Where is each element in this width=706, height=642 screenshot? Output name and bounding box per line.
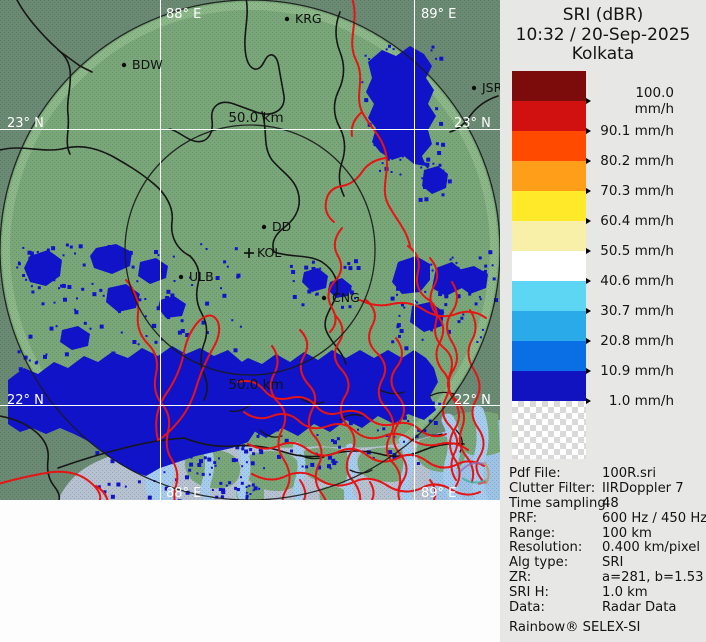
- legend-arrow-icon: [586, 128, 591, 134]
- legend-label: 1.0 mm/h: [586, 392, 674, 410]
- place-dot-icon: [321, 295, 327, 301]
- grid-coordinate-label: 23° N: [454, 116, 491, 131]
- legend-band: [512, 161, 586, 191]
- place-dot-icon: [261, 224, 267, 230]
- legend-colorbar: [512, 71, 586, 459]
- grid-coordinate-label: 88° E: [166, 7, 201, 22]
- place-dot-icon: [121, 62, 127, 68]
- place-dot-icon: [471, 85, 477, 91]
- legend-band: [512, 311, 586, 341]
- place-label: ULB: [189, 269, 214, 284]
- legend-arrow-icon: [586, 158, 591, 164]
- legend-band: [512, 281, 586, 311]
- legend-arrow-icon: [586, 218, 591, 224]
- place-label: CNG: [332, 290, 360, 305]
- info-panel: SRI (dBR) 10:32 / 20-Sep-2025 Kolkata 10…: [500, 0, 706, 642]
- range-ring-label: 50.0 km: [228, 377, 283, 393]
- legend-label: 10.9 mm/h: [586, 362, 674, 380]
- cyclone-logo-icon: [459, 461, 490, 485]
- legend-arrow-icon: [586, 248, 591, 254]
- legend-arrow-icon: [586, 278, 591, 284]
- legend-band: [512, 341, 586, 371]
- place-label: KRG: [295, 11, 322, 26]
- legend-label: 60.4 mm/h: [586, 212, 674, 230]
- legend-label: 70.3 mm/h: [586, 182, 674, 200]
- place-dot-icon: [178, 274, 184, 280]
- legend-arrow-icon: [586, 398, 591, 404]
- grid-coordinate-label: 22° N: [454, 393, 491, 408]
- product-datetime: 10:32 / 20-Sep-2025: [515, 24, 691, 45]
- legend-band: [512, 191, 586, 221]
- metadata-row: Alg type: SRI: [509, 555, 624, 571]
- metadata-row: Clutter Filter: IIRDoppler 7: [509, 480, 684, 496]
- title-block: SRI (dBR) 10:32 / 20-Sep-2025 Kolkata: [500, 5, 706, 65]
- metadata-row: Resolution: 0.400 km/pixel: [509, 540, 701, 556]
- radar-map-canvas: 88° E 89° E 23° N 23° N 22° N 22° N 88° E 89° E…: [0, 0, 500, 500]
- legend-label: 100.0 mm/h: [586, 85, 674, 117]
- legend-arrow-icon: [586, 338, 591, 344]
- metadata-row: Time sampling:48: [509, 495, 619, 511]
- legend-label: 50.5 mm/h: [586, 242, 674, 260]
- grid-coordinate-label: 88° E: [166, 486, 201, 500]
- legend-label: 30.7 mm/h: [586, 302, 674, 320]
- grid-coordinate-label: 22° N: [7, 393, 44, 408]
- legend-label: 90.1 mm/h: [586, 122, 674, 140]
- map-labels: 88° E 89° E 23° N 23° N 22° N 22° N 88° E 89° E…: [7, 7, 500, 500]
- legend-band-transparent: [512, 401, 586, 459]
- legend-arrow-icon: [586, 98, 591, 104]
- metadata-row: SRI H: 1.0 km: [509, 585, 648, 601]
- legend-label: 20.8 mm/h: [586, 332, 674, 350]
- legend-label: 40.6 mm/h: [586, 272, 674, 290]
- metadata-row: ZR: a=281, b=1.53: [509, 570, 704, 586]
- range-rings: [0, 0, 500, 500]
- place-label: DD: [272, 219, 291, 234]
- grid-coordinate-label: 89° E: [421, 7, 456, 22]
- product-title: SRI (dBR): [562, 5, 644, 25]
- software-credit: Rainbow® SELEX-SI: [509, 620, 641, 635]
- metadata-row: Data: Radar Data: [509, 600, 677, 616]
- place-dot-icon: [284, 16, 290, 22]
- range-ring-label: 50.0 km: [228, 110, 283, 126]
- legend-band: [512, 131, 586, 161]
- dither-texture-2: [0, 0, 500, 500]
- legend-band: [512, 371, 586, 401]
- grid-lines: [0, 0, 500, 500]
- legend-band: [512, 221, 586, 251]
- legend-arrow-icon: [586, 188, 591, 194]
- legend-arrow-icon: [586, 368, 591, 374]
- legend-band: [512, 71, 586, 101]
- station-name: Kolkata: [571, 44, 635, 64]
- metadata-list: Pdf File: 100R.sri Clutter Filter: IIRDoppl…: [509, 466, 706, 616]
- grid-coordinate-label: 23° N: [7, 116, 44, 131]
- metadata-row: PRF: 600 Hz / 450 Hz: [509, 510, 706, 526]
- legend-label: 80.2 mm/h: [586, 152, 674, 170]
- legend-band: [512, 251, 586, 281]
- boundaries-layer: [0, 0, 499, 500]
- legend-band: [512, 101, 586, 131]
- place-label: KOL: [257, 245, 281, 260]
- radar-map: 88° E 89° E 23° N 23° N 22° N 22° N 88° E 89° E…: [0, 0, 500, 500]
- place-label: JSR: [481, 80, 500, 95]
- metadata-row: Pdf File: 100R.sri: [509, 466, 657, 481]
- metadata-row: Range: 100 km: [509, 525, 652, 541]
- place-label: BDW: [132, 57, 163, 72]
- legend-arrow-icon: [586, 308, 591, 314]
- rivers-layer: [0, 0, 487, 500]
- grid-coordinate-label: 89° E: [421, 486, 456, 500]
